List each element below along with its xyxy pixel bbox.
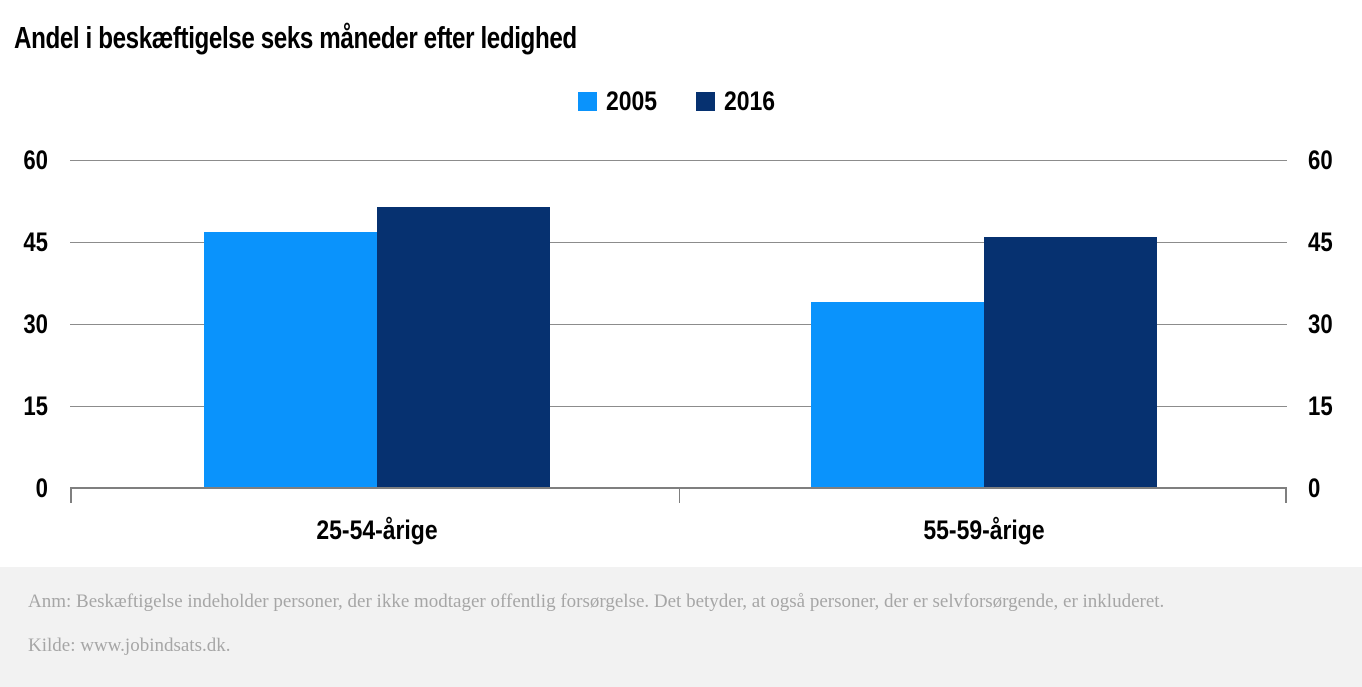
- gridline-45: [70, 242, 1287, 243]
- y-tick-label-left-15: 15: [23, 391, 48, 421]
- gridline-60: [70, 160, 1287, 161]
- legend-swatch-2016: [696, 92, 715, 111]
- footer-note: Anm: Beskæftigelse indeholder personer, …: [28, 591, 1165, 612]
- x-axis-tick-1: [679, 488, 680, 503]
- y-axis-labels-left: 0 15 30 45 60: [0, 145, 48, 503]
- footer: Anm: Beskæftigelse indeholder personer, …: [0, 567, 1362, 687]
- y-tick-label-left-30: 30: [23, 309, 48, 339]
- y-tick-label-right-0: 0: [1308, 473, 1321, 503]
- chart-title: Andel i beskæftigelse seks måneder efter…: [14, 20, 577, 55]
- y-tick-label-right-15: 15: [1308, 391, 1333, 421]
- y-axis-labels-right: 0 15 30 45 60: [1308, 145, 1362, 503]
- gridline-30: [70, 324, 1287, 325]
- y-tick-label-right-60: 60: [1308, 145, 1333, 175]
- footer-source: Kilde: www.jobindsats.dk.: [28, 635, 231, 656]
- y-tick-label-left-60: 60: [23, 145, 48, 175]
- legend-label-2016: 2016: [724, 86, 776, 116]
- x-axis-tick-0: [70, 488, 72, 503]
- legend-label-2005: 2005: [605, 86, 657, 116]
- bar-2016-55-59-årige: [984, 237, 1157, 488]
- y-tick-label-right-30: 30: [1308, 309, 1333, 339]
- x-axis-tick-2: [1285, 488, 1287, 503]
- bar-2005-55-59-årige: [811, 302, 984, 488]
- bar-2016-25-54-årige: [377, 207, 550, 488]
- category-label-25-54-årige: 25-54-årige: [316, 515, 438, 545]
- legend: 2005 2016: [0, 86, 1362, 117]
- bars-layer: [70, 160, 1287, 488]
- x-axis-line: [70, 487, 1287, 489]
- y-tick-label-left-0: 0: [35, 473, 48, 503]
- plot-area: [70, 160, 1287, 503]
- gridline-15: [70, 406, 1287, 407]
- legend-item-2016: 2016: [696, 86, 784, 117]
- category-label-55-59-årige: 55-59-årige: [923, 515, 1045, 545]
- legend-item-2005: 2005: [577, 86, 666, 117]
- y-tick-label-right-45: 45: [1308, 227, 1333, 257]
- bar-2005-25-54-årige: [204, 232, 377, 488]
- legend-swatch-2005: [577, 92, 597, 111]
- y-tick-label-left-45: 45: [23, 227, 48, 257]
